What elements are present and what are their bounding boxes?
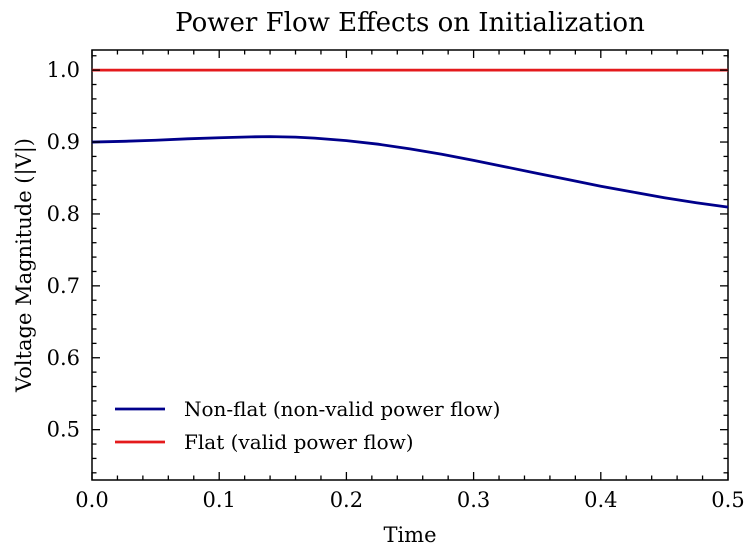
- x-axis-label: Time: [383, 523, 436, 547]
- x-tick-label: 0.1: [202, 488, 235, 512]
- x-tick-label: 0.5: [711, 488, 744, 512]
- x-tick-label: 0.3: [457, 488, 490, 512]
- x-tick-label: 0.2: [330, 488, 363, 512]
- legend-label-flat: Flat (valid power flow): [184, 430, 414, 454]
- y-tick-label: 0.7: [47, 274, 80, 298]
- y-axis-label: Voltage Magnitude (|V|): [12, 138, 37, 393]
- x-tick-label: 0.4: [584, 488, 617, 512]
- y-tick-label: 0.9: [47, 130, 80, 154]
- y-tick-label: 0.6: [47, 346, 80, 370]
- y-tick-label: 0.8: [47, 202, 80, 226]
- y-tick-label: 0.5: [47, 418, 80, 442]
- plot-area-frame: [91, 49, 729, 481]
- chart-title: Power Flow Effects on Initialization: [175, 8, 645, 38]
- series-layer: [91, 68, 729, 209]
- ticks-layer: 0.0 0.1 0.2 0.3 0.4 0.5 0.5 0.6 0.7 0.8 0.9 1.0: [47, 50, 745, 512]
- legend: Non-flat (non-valid power flow) Flat (va…: [115, 397, 500, 454]
- series-line-non-flat: [91, 135, 729, 209]
- legend-label-non-flat: Non-flat (non-valid power flow): [184, 397, 500, 421]
- x-tick-label: 0.0: [75, 488, 108, 512]
- y-tick-label: 1.0: [47, 58, 80, 82]
